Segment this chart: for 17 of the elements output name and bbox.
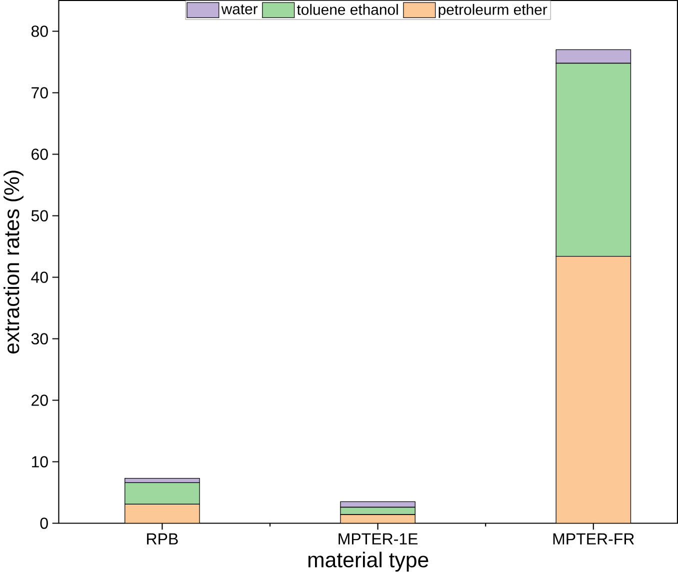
y-tick-label: 50 — [31, 210, 48, 222]
y-tick-label: 70 — [32, 87, 48, 98]
y-tick-label: 10 — [32, 456, 48, 468]
legend-label: water — [221, 4, 258, 14]
y-tick-label: 20 — [32, 394, 48, 406]
y-tick-label: 80 — [31, 26, 48, 37]
legend-label: petroleurm ether — [438, 4, 548, 18]
y-tick-label: 0 — [40, 517, 48, 529]
x-tick-label: RPB — [147, 533, 178, 544]
y-tick-label: 60 — [32, 148, 48, 160]
legend-label: toluene ethanol — [296, 4, 398, 15]
x-tick-label: MPTER-FR — [553, 533, 634, 544]
x-axis-title: material type — [308, 552, 428, 572]
y-axis-title: extraction rates (%) — [4, 170, 24, 354]
x-tick-label: MPTER-1E — [338, 533, 418, 544]
y-tick-label: 40 — [31, 271, 48, 283]
y-tick-label: 30 — [31, 332, 48, 344]
